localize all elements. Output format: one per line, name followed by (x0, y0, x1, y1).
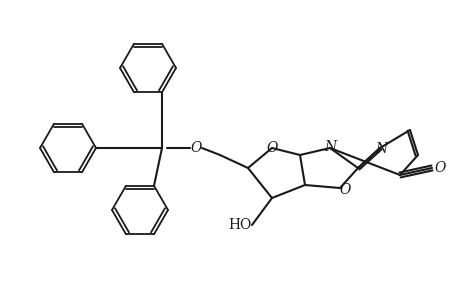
Text: O: O (433, 161, 445, 175)
Text: O: O (266, 141, 277, 155)
Text: O: O (339, 183, 350, 197)
Text: N: N (374, 142, 386, 156)
Text: O: O (190, 141, 201, 155)
Text: HO: HO (228, 218, 252, 232)
Text: N: N (323, 140, 336, 154)
